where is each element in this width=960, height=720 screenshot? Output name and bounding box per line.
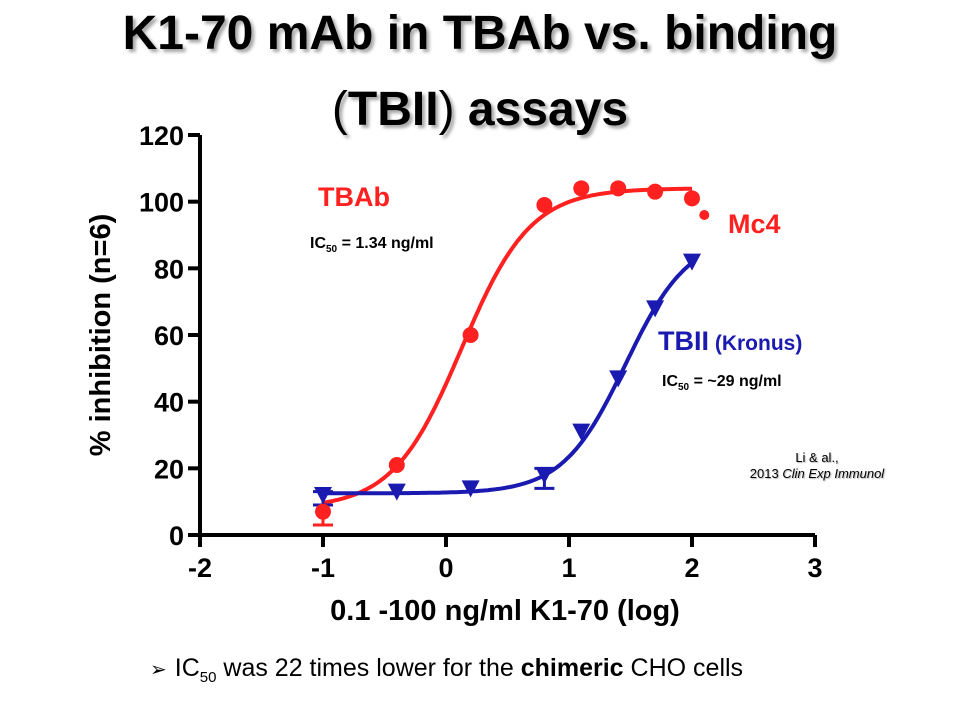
bullet-text2: CHO cells bbox=[623, 654, 744, 682]
tbii-ic50-sub: 50 bbox=[678, 382, 690, 393]
title-paren-close: ) bbox=[438, 83, 455, 136]
tbii-ic50-annotation: IC50 = ~29 ng/ml bbox=[662, 373, 782, 393]
tbii-data-point bbox=[314, 487, 332, 504]
citation-line2: 2013 Clin Exp Immunol bbox=[750, 466, 886, 481]
bullet-prefix: IC bbox=[174, 654, 200, 682]
citation-journal: Clin Exp Immunol bbox=[782, 466, 885, 481]
tbab-ic50-annotation: IC50 = 1.34 ng/ml bbox=[310, 235, 434, 255]
tbab-fit-curve bbox=[322, 186, 693, 505]
bullet-bold: chimeric bbox=[520, 654, 624, 682]
data-markers bbox=[314, 180, 710, 520]
tbii-data-point bbox=[461, 480, 480, 498]
tbii-data-point bbox=[535, 467, 554, 484]
tbab-data-point bbox=[610, 180, 627, 197]
tbab-data-point bbox=[684, 190, 700, 207]
tbab-data-point bbox=[462, 327, 479, 343]
y-tick-label: 20 bbox=[154, 454, 184, 484]
bullet-point: ➢ IC50 was 22 times lower for the chimeri… bbox=[150, 654, 850, 686]
x-tick-label: 1 bbox=[561, 553, 576, 583]
citation-line1: Li & al., bbox=[795, 450, 838, 465]
bullet-arrow-icon: ➢ bbox=[150, 659, 167, 681]
tbab-data-point bbox=[647, 183, 664, 200]
y-tick-label: 120 bbox=[139, 121, 184, 151]
bullet-sub: 50 bbox=[199, 669, 217, 686]
tbab-ic50-sub: 50 bbox=[326, 244, 338, 255]
tick-labels: -2 -1 0 1 2 3 0 20 40 60 80 100 120 bbox=[139, 121, 823, 583]
y-tick-label: 60 bbox=[154, 321, 184, 351]
tbii-series-label: TBII (Kronus) bbox=[658, 326, 802, 356]
tbii-label-kronus: (Kronus) bbox=[709, 332, 802, 355]
x-tick-label: 3 bbox=[807, 553, 822, 583]
bullet-text1: was 22 times lower for the bbox=[216, 654, 521, 682]
x-tick-label: -2 bbox=[188, 553, 212, 583]
title-assays: assays bbox=[454, 83, 629, 136]
y-tick-label: 40 bbox=[154, 388, 184, 418]
y-tick-label: 80 bbox=[154, 254, 184, 284]
title-paren-open: ( bbox=[331, 83, 348, 136]
y-tick-label: 100 bbox=[139, 188, 184, 218]
tbii-data-point bbox=[646, 300, 665, 318]
citation-year: 2013 bbox=[750, 466, 783, 481]
tbii-ic50-value: = ~29 ng/ml bbox=[689, 373, 781, 390]
tbii-label: TBII bbox=[658, 326, 709, 356]
tbab-series-label: TBAb bbox=[318, 182, 390, 212]
tbii-ic50-prefix: IC bbox=[662, 373, 678, 390]
fit-curves bbox=[322, 186, 694, 505]
x-tick-label: 2 bbox=[684, 553, 699, 583]
tbab-data-point bbox=[573, 180, 590, 197]
tbii-data-point bbox=[609, 370, 628, 388]
title-tbii: TBII bbox=[347, 83, 439, 136]
tbii-data-point bbox=[683, 253, 701, 271]
tbab-data-point bbox=[315, 503, 331, 520]
page-title-line2: (TBII) assays bbox=[0, 84, 960, 136]
chart-axes bbox=[188, 133, 817, 547]
tbii-data-point bbox=[387, 483, 406, 501]
mc4-label: Mc4 bbox=[728, 209, 781, 239]
y-axis-label: % inhibition (n=6) bbox=[85, 214, 117, 456]
x-tick-label: -1 bbox=[311, 553, 335, 583]
tbii-fit-curve bbox=[323, 261, 694, 496]
tbab-data-point bbox=[536, 197, 553, 213]
tbab-data-point bbox=[388, 457, 405, 473]
tbab-ic50-prefix: IC bbox=[310, 235, 326, 252]
x-axis-label: 0.1 -100 ng/ml K1-70 (log) bbox=[330, 595, 680, 627]
x-tick-label: 0 bbox=[438, 553, 453, 583]
tbii-data-point bbox=[572, 423, 591, 441]
tbab-data-point bbox=[699, 210, 710, 220]
tbab-ic50-value: = 1.34 ng/ml bbox=[337, 235, 433, 252]
page-title-line1: K1-70 mAb in TBAb vs. binding bbox=[122, 7, 838, 60]
y-tick-label: 0 bbox=[169, 521, 184, 551]
